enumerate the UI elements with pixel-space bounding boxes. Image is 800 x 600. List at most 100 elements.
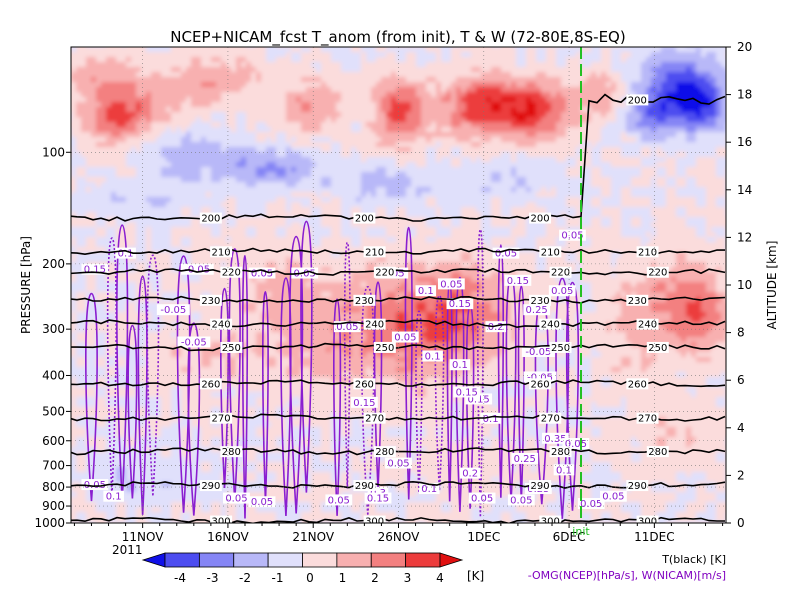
anomaly-cell bbox=[671, 47, 677, 53]
anomaly-cell bbox=[126, 102, 132, 108]
anomaly-cell bbox=[291, 87, 297, 93]
anomaly-cell bbox=[261, 187, 267, 193]
anomaly-cell bbox=[721, 207, 726, 213]
anomaly-cell bbox=[641, 142, 647, 148]
anomaly-cell bbox=[311, 137, 317, 143]
anomaly-cell bbox=[716, 142, 722, 148]
anomaly-cell bbox=[526, 157, 532, 163]
anomaly-cell bbox=[421, 162, 427, 168]
anomaly-cell bbox=[671, 152, 677, 158]
anomaly-cell bbox=[716, 212, 722, 218]
anomaly-cell bbox=[696, 182, 702, 188]
anomaly-cell bbox=[626, 207, 632, 213]
anomaly-cell bbox=[711, 162, 717, 168]
anomaly-cell bbox=[86, 52, 92, 58]
anomaly-cell bbox=[401, 127, 407, 133]
anomaly-cell bbox=[456, 167, 462, 173]
anomaly-cell bbox=[676, 47, 682, 53]
anomaly-cell bbox=[551, 117, 557, 123]
anomaly-cell bbox=[191, 222, 197, 228]
anomaly-cell bbox=[396, 152, 402, 158]
anomaly-cell bbox=[351, 72, 357, 78]
anomaly-cell bbox=[406, 122, 412, 128]
anomaly-cell bbox=[631, 132, 637, 138]
anomaly-cell bbox=[551, 77, 557, 83]
anomaly-cell bbox=[491, 92, 497, 98]
anomaly-cell bbox=[221, 52, 227, 58]
anomaly-cell bbox=[471, 127, 477, 133]
anomaly-cell bbox=[231, 52, 237, 58]
anomaly-cell bbox=[256, 112, 262, 118]
anomaly-cell bbox=[256, 92, 262, 98]
anomaly-cell bbox=[396, 222, 402, 228]
anomaly-cell bbox=[186, 157, 192, 163]
anomaly-cell bbox=[551, 187, 557, 193]
anomaly-cell bbox=[396, 47, 402, 53]
anomaly-cell bbox=[411, 132, 417, 138]
anomaly-cell bbox=[181, 217, 187, 223]
anomaly-cell bbox=[106, 112, 112, 118]
anomaly-cell bbox=[431, 197, 437, 203]
anomaly-cell bbox=[141, 52, 147, 58]
anomaly-cell bbox=[176, 182, 182, 188]
anomaly-cell bbox=[246, 197, 252, 203]
anomaly-cell bbox=[176, 162, 182, 168]
anomaly-cell bbox=[186, 132, 192, 138]
anomaly-cell bbox=[536, 182, 542, 188]
anomaly-cell bbox=[426, 162, 432, 168]
anomaly-cell bbox=[541, 57, 547, 63]
anomaly-cell bbox=[666, 152, 672, 158]
anomaly-cell bbox=[191, 122, 197, 128]
anomaly-cell bbox=[76, 197, 82, 203]
anomaly-cell bbox=[111, 72, 117, 78]
anomaly-cell bbox=[681, 72, 687, 78]
anomaly-cell bbox=[196, 192, 202, 198]
anomaly-cell bbox=[146, 62, 152, 68]
anomaly-cell bbox=[241, 52, 247, 58]
anomaly-cell bbox=[126, 62, 132, 68]
anomaly-cell bbox=[586, 172, 592, 178]
anomaly-cell bbox=[131, 212, 137, 218]
anomaly-cell bbox=[241, 117, 247, 123]
anomaly-cell bbox=[681, 187, 687, 193]
anomaly-cell bbox=[326, 222, 332, 228]
anomaly-cell bbox=[156, 72, 162, 78]
anomaly-cell bbox=[286, 67, 292, 73]
anomaly-cell bbox=[651, 132, 657, 138]
anomaly-cell bbox=[611, 92, 617, 98]
anomaly-cell bbox=[681, 107, 687, 113]
anomaly-cell bbox=[696, 192, 702, 198]
anomaly-cell bbox=[336, 102, 342, 108]
anomaly-cell bbox=[526, 217, 532, 223]
anomaly-cell bbox=[381, 67, 387, 73]
anomaly-cell bbox=[131, 107, 137, 113]
anomaly-cell bbox=[596, 187, 602, 193]
anomaly-cell bbox=[421, 147, 427, 153]
anomaly-cell bbox=[551, 197, 557, 203]
anomaly-cell bbox=[606, 47, 612, 53]
anomaly-cell bbox=[461, 82, 467, 88]
anomaly-cell bbox=[201, 167, 207, 173]
anomaly-cell bbox=[231, 142, 237, 148]
anomaly-cell bbox=[301, 132, 307, 138]
anomaly-cell bbox=[426, 187, 432, 193]
anomaly-cell bbox=[406, 87, 412, 93]
anomaly-cell bbox=[361, 182, 367, 188]
anomaly-cell bbox=[686, 187, 692, 193]
anomaly-cell bbox=[726, 47, 732, 53]
anomaly-cell bbox=[106, 127, 112, 133]
anomaly-cell bbox=[691, 192, 697, 198]
anomaly-cell bbox=[331, 182, 337, 188]
anomaly-cell bbox=[401, 207, 407, 213]
anomaly-cell bbox=[121, 52, 127, 58]
anomaly-cell bbox=[161, 57, 167, 63]
anomaly-cell bbox=[321, 162, 327, 168]
anomaly-cell bbox=[181, 172, 187, 178]
anomaly-cell bbox=[491, 82, 497, 88]
anomaly-cell bbox=[606, 57, 612, 63]
anomaly-cell bbox=[131, 67, 137, 73]
anomaly-cell bbox=[491, 122, 497, 128]
anomaly-cell bbox=[216, 202, 222, 208]
anomaly-cell bbox=[381, 157, 387, 163]
anomaly-cell bbox=[556, 157, 562, 163]
